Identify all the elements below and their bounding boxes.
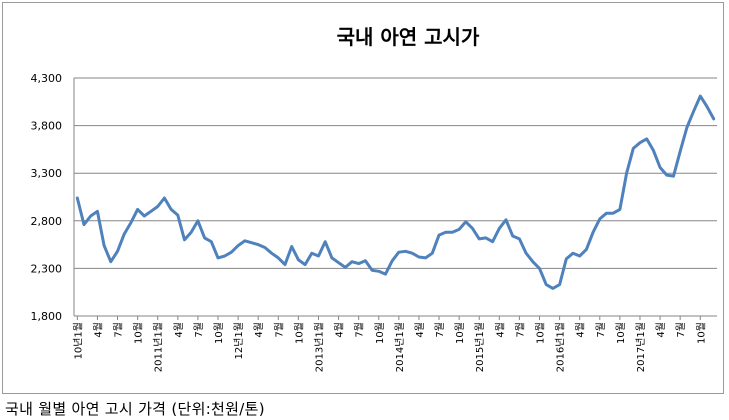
x-tick-label: 7월 bbox=[514, 322, 526, 338]
x-tick-label: 4월 bbox=[92, 322, 104, 338]
y-tick-label: 4,300 bbox=[31, 72, 63, 85]
x-tick-label: 7월 bbox=[675, 322, 687, 338]
x-tick-label: 7월 bbox=[595, 322, 607, 338]
x-tick-label: 10월 bbox=[695, 322, 707, 344]
x-tick-label: 7월 bbox=[434, 322, 446, 338]
y-tick-label: 2,300 bbox=[31, 262, 63, 275]
y-tick-label: 3,800 bbox=[31, 120, 63, 133]
y-tick-label: 3,300 bbox=[31, 167, 63, 180]
x-tick-label: 4월 bbox=[334, 322, 346, 338]
x-tick-label: 10년1월 bbox=[72, 322, 84, 360]
x-tick-label: 2011년1월 bbox=[153, 322, 165, 372]
x-tick-label: 2014년1월 bbox=[394, 322, 406, 372]
x-tick-label: 10월 bbox=[293, 322, 305, 344]
x-tick-label: 7월 bbox=[354, 322, 366, 338]
x-tick-label: 12년1월 bbox=[233, 322, 245, 360]
y-tick-label: 2,800 bbox=[31, 215, 63, 228]
x-tick-label: 10월 bbox=[374, 322, 386, 344]
x-tick-label: 4월 bbox=[253, 322, 265, 338]
x-tick-label: 7월 bbox=[113, 322, 125, 338]
x-tick-label: 2015년1월 bbox=[474, 322, 486, 372]
chart-border bbox=[2, 2, 724, 394]
x-tick-label: 7월 bbox=[273, 322, 285, 338]
x-tick-label: 10월 bbox=[454, 322, 466, 344]
x-tick-label: 10월 bbox=[133, 322, 145, 344]
x-tick-label: 4월 bbox=[414, 322, 426, 338]
y-tick-label: 1,800 bbox=[31, 310, 63, 323]
x-tick-label: 10월 bbox=[535, 322, 547, 344]
x-tick-label: 10월 bbox=[213, 322, 225, 344]
x-tick-label: 2016년1월 bbox=[555, 322, 567, 372]
chart-title: 국내 아연 고시가 bbox=[337, 25, 480, 49]
chart-caption: 국내 월별 아연 고시 가격 (단위:천원/톤) bbox=[5, 400, 265, 418]
x-tick-label: 4월 bbox=[173, 322, 185, 338]
x-tick-label: 4월 bbox=[655, 322, 667, 338]
x-tick-label: 2013년1월 bbox=[313, 322, 325, 372]
series-line bbox=[75, 94, 716, 290]
x-tick-label: 4월 bbox=[575, 322, 587, 338]
x-tick-label: 2017년1월 bbox=[635, 322, 647, 372]
x-tick-label: 4월 bbox=[494, 322, 506, 338]
x-tick-label: 10월 bbox=[615, 322, 627, 344]
x-tick-label: 7월 bbox=[193, 322, 205, 338]
